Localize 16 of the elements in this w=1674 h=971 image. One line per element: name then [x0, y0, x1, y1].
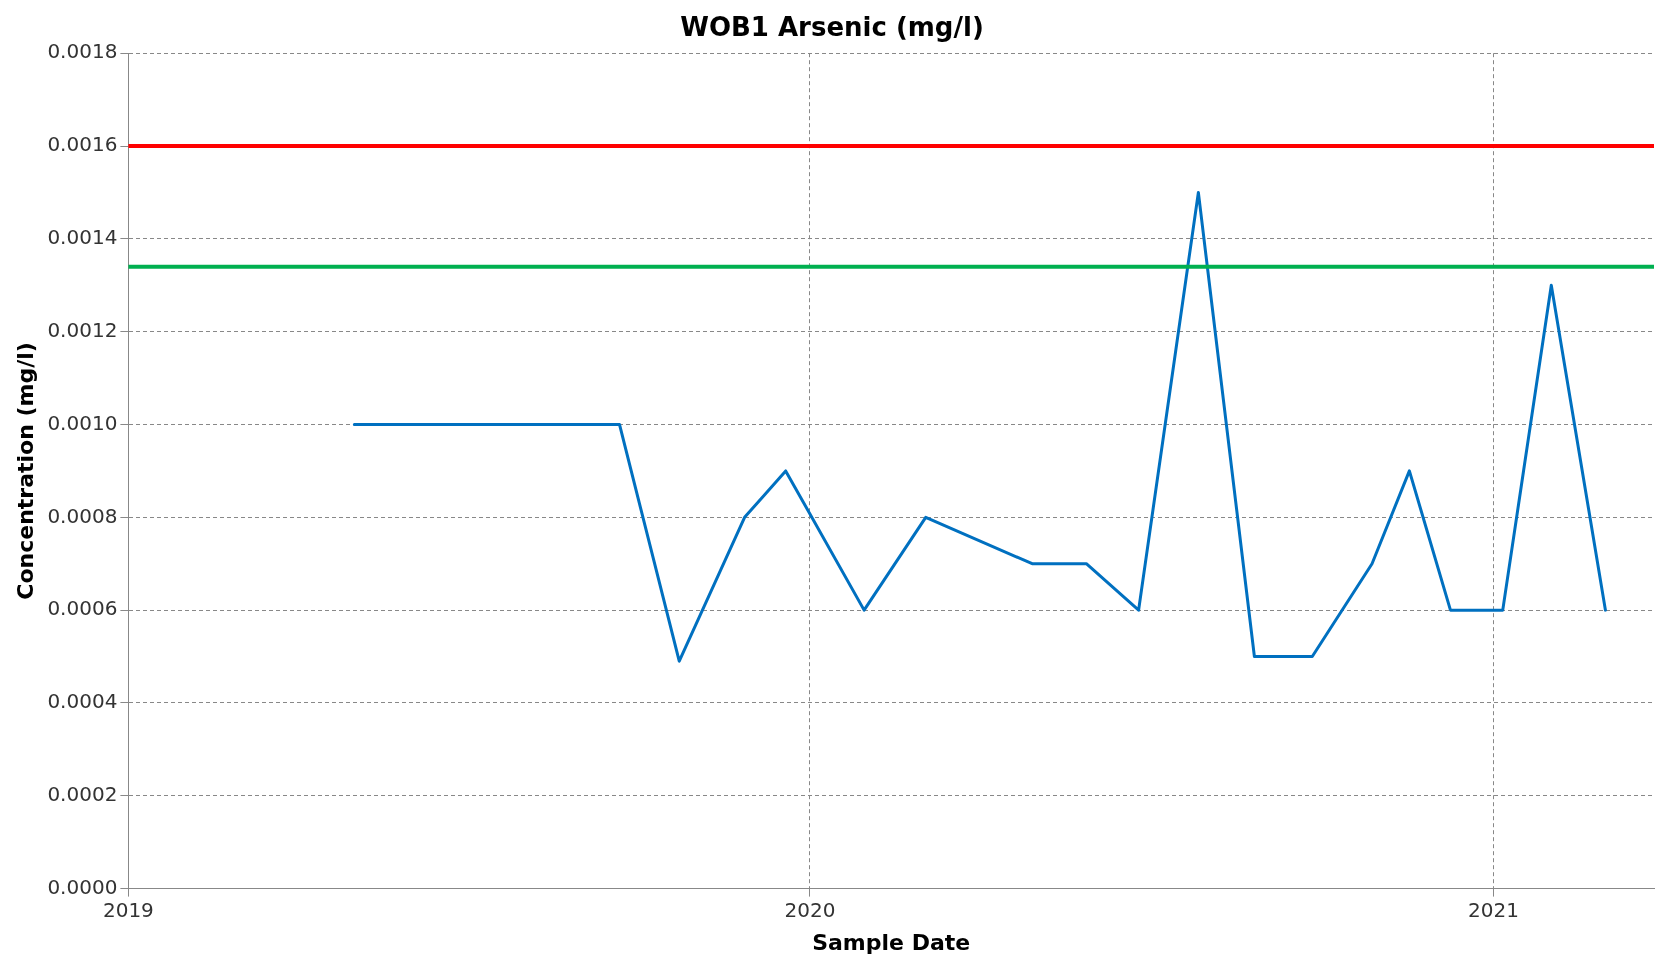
y-axis-title: Concentration (mg/l): [12, 342, 38, 600]
x-tick-label: 2021: [1467, 897, 1519, 922]
x-tick-label: 2020: [784, 897, 836, 922]
y-tick-label: 0.0014: [47, 225, 118, 250]
y-tick-label: 0.0008: [47, 503, 118, 528]
y-tick-label: 0.0016: [47, 132, 118, 157]
x-tick-label: 2019: [102, 897, 154, 922]
y-tick-label: 0.0000: [47, 874, 118, 899]
y-tick-label: 0.0010: [47, 410, 118, 435]
y-tick-label: 0.0004: [47, 689, 118, 714]
y-tick-label: 0.0018: [47, 39, 118, 64]
x-axis-title: Sample Date: [812, 929, 971, 955]
y-tick-label: 0.0012: [47, 317, 118, 342]
y-tick-label: 0.0002: [47, 781, 118, 806]
chart-title: WOB1 Arsenic (mg/l): [680, 12, 984, 43]
y-tick-label: 0.0006: [47, 596, 118, 621]
